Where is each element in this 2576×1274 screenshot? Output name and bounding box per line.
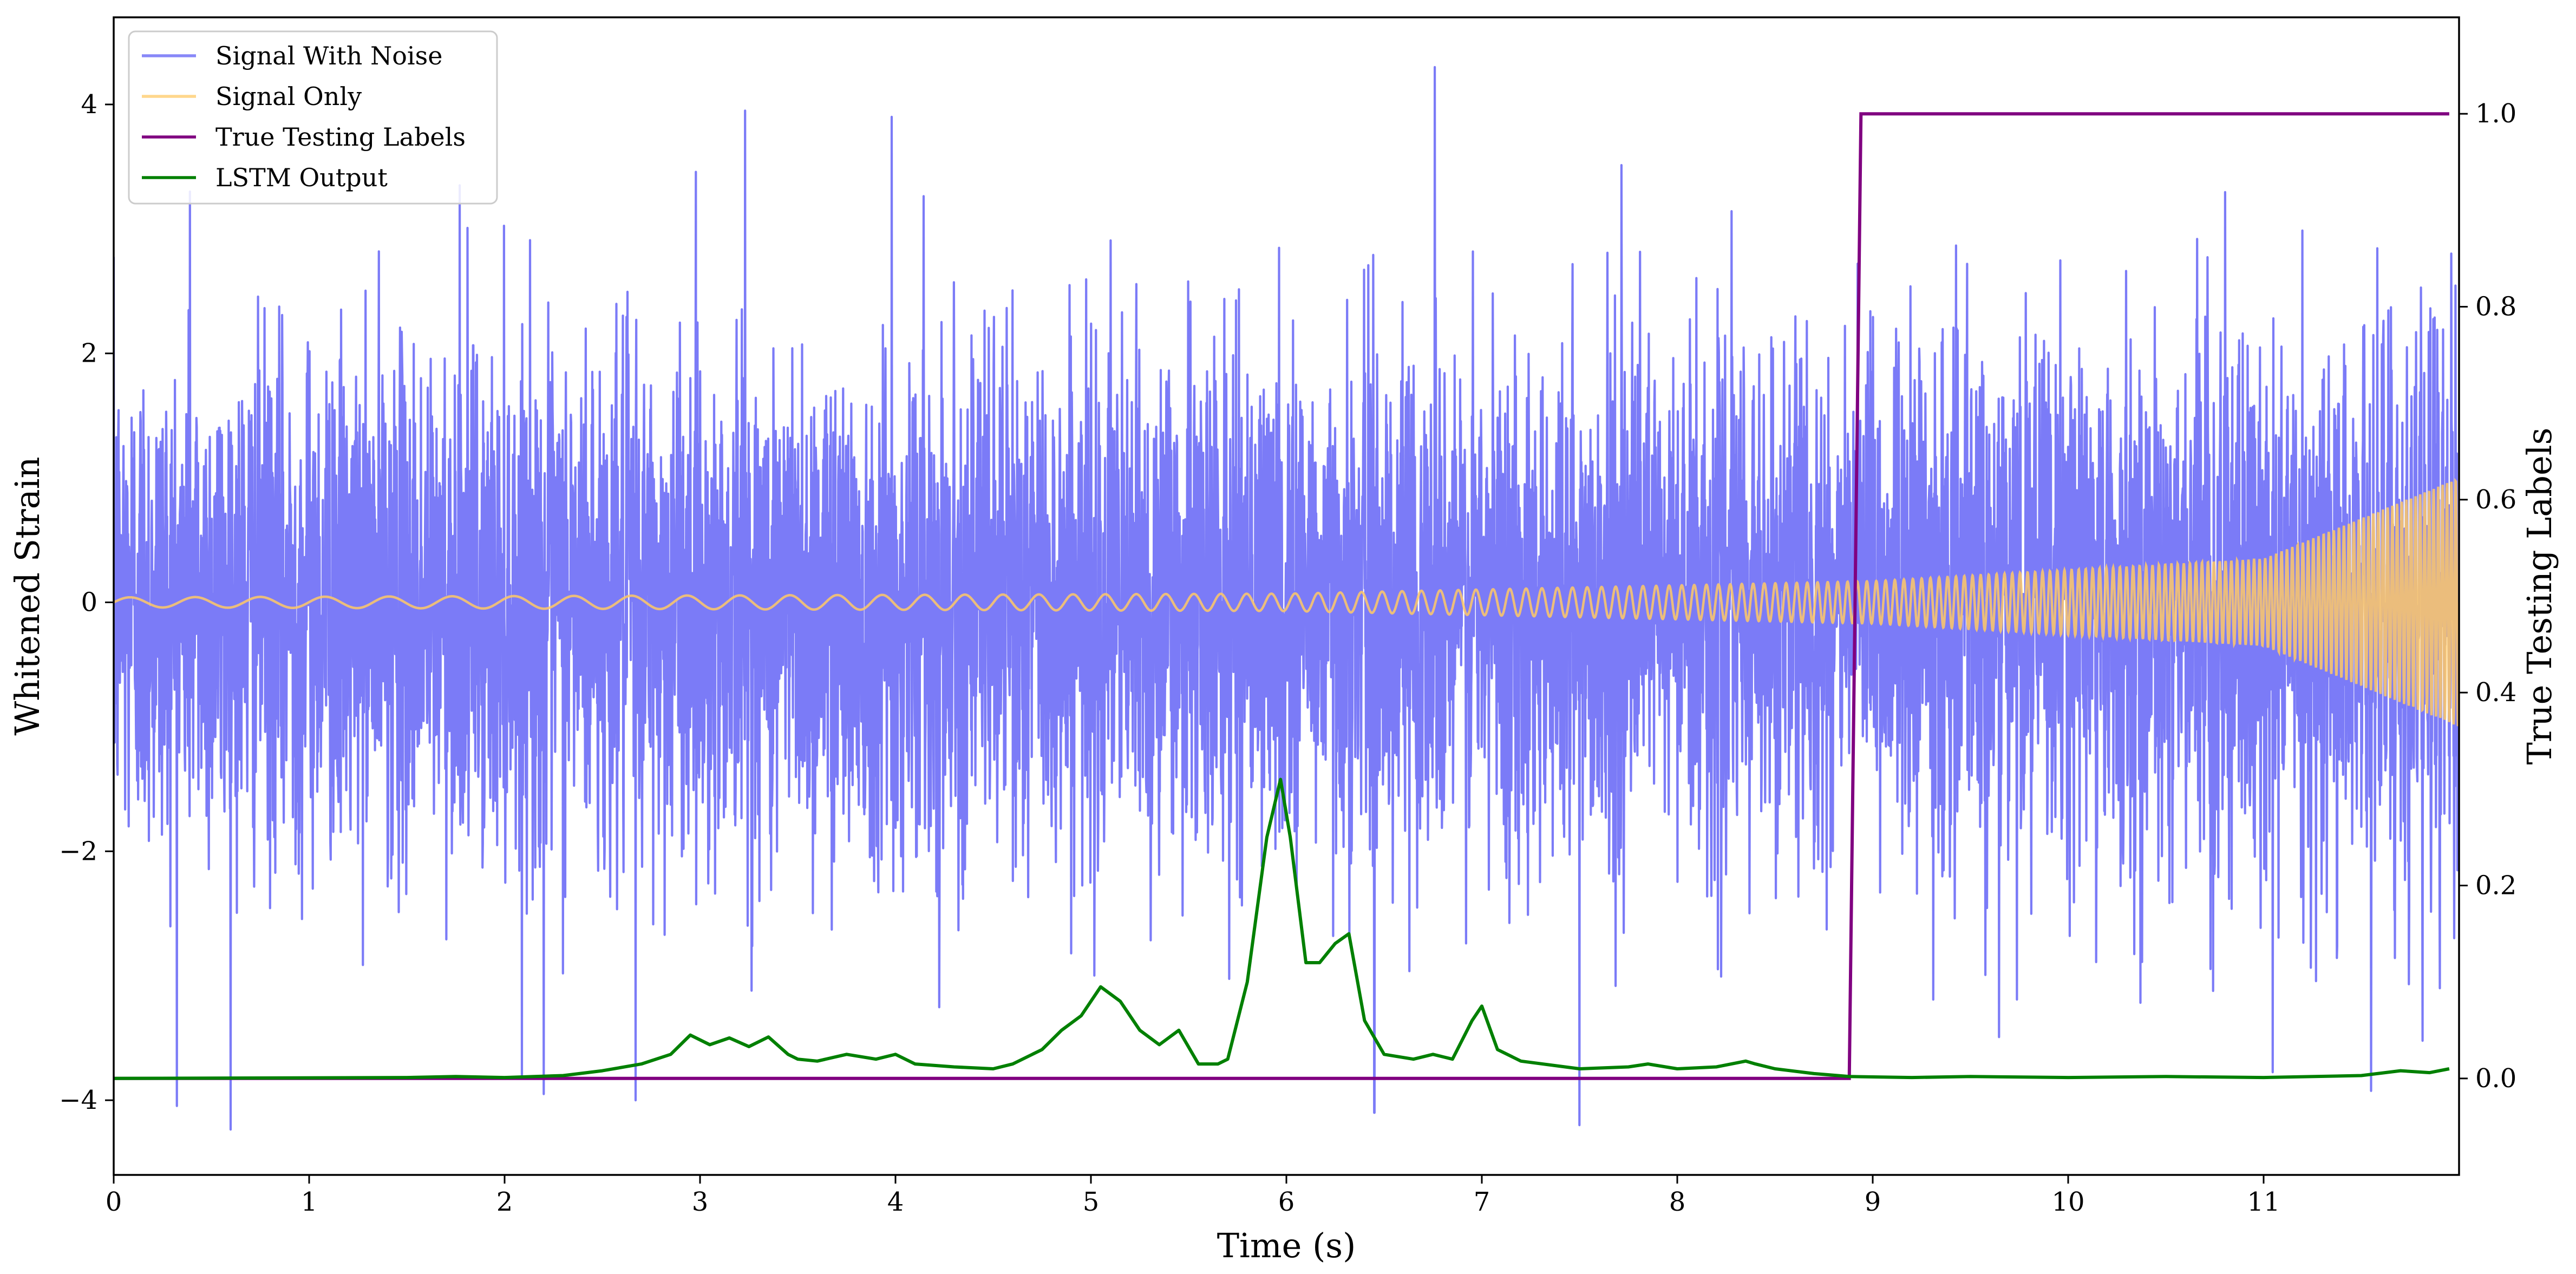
y2-axis-title: True Testing Labels — [2520, 428, 2559, 765]
x-tick-label: 1 — [301, 1187, 318, 1217]
legend-box — [128, 30, 498, 205]
y-tick-label: 4 — [81, 89, 97, 120]
y2-tick-label: 0.4 — [2475, 677, 2516, 708]
plot-series-group — [114, 66, 2459, 1131]
x-tick-label: 3 — [692, 1187, 709, 1217]
y-axis-title: Whitened Strain — [8, 457, 47, 736]
y-tick-label: −4 — [59, 1085, 97, 1115]
y-tick-label: 0 — [81, 587, 97, 617]
axes: 0 1 2 3 4 5 6 7 8 9 10 11 −4 −2 0 2 4 0.0 0.2 0.4 0.6 0.8 1.0 T… — [8, 16, 2559, 1265]
legend-label: Signal Only — [215, 82, 362, 111]
legend-label: LSTM Output — [215, 163, 388, 192]
y2-tick-label: 0.8 — [2475, 292, 2516, 322]
x-tick-label: 10 — [2051, 1187, 2084, 1217]
series-signal-only-line — [114, 478, 2459, 727]
y2-tick-label: 0.0 — [2475, 1063, 2516, 1094]
series-signal-with-noise-line — [114, 66, 2459, 1131]
y-tick-label: −2 — [59, 836, 97, 866]
x-tick-label: 2 — [496, 1187, 513, 1217]
x-tick-label: 6 — [1278, 1187, 1295, 1217]
x-tick-label: 5 — [1083, 1187, 1100, 1217]
x-tick-label: 8 — [1669, 1187, 1686, 1217]
x-tick-label: 11 — [2247, 1187, 2280, 1217]
legend: Signal With Noise Signal Only True Testing… — [128, 30, 498, 205]
legend-label: True Testing Labels — [215, 122, 466, 152]
y2-tick-label: 0.2 — [2475, 871, 2516, 901]
x-tick-label: 0 — [106, 1187, 122, 1217]
series-lstm-output-line — [114, 778, 2450, 1080]
x-axis-title: Time (s) — [1217, 1226, 1356, 1265]
y-tick-label: 2 — [81, 338, 97, 369]
legend-label: Signal With Noise — [215, 41, 442, 70]
y2-tick-label: 0.6 — [2475, 485, 2516, 515]
plot-area — [114, 66, 2459, 1131]
y2-tick-label: 1.0 — [2475, 99, 2516, 129]
series-true-testing-labels-line — [114, 112, 2449, 1080]
x-tick-label: 9 — [1865, 1187, 1881, 1217]
x-tick-label: 7 — [1474, 1187, 1490, 1217]
x-tick-label: 4 — [887, 1187, 904, 1217]
